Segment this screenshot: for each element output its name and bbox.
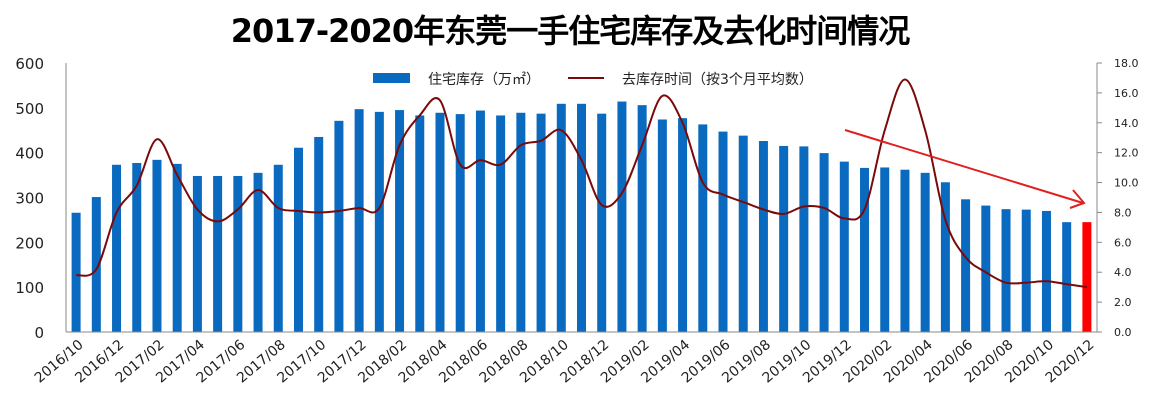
bar-2020/02: [880, 167, 890, 332]
bar-series: [71, 101, 1092, 333]
bar-2020/04: [920, 172, 930, 332]
bar-2019/03: [657, 119, 667, 333]
bar-2016/12: [112, 164, 122, 332]
chart-title: 2017-2020年东莞一手住宅库存及去化时间情况: [230, 12, 910, 50]
bar-2017/04: [192, 175, 202, 332]
bar-2019/05: [698, 124, 708, 333]
y-tick-right: 8.0: [1114, 206, 1132, 219]
bar-2016/11: [91, 197, 101, 332]
bar-2017/02: [152, 159, 162, 332]
y-tick-right: 10.0: [1114, 177, 1139, 190]
bar-2018/04: [435, 112, 445, 332]
bar-2020/06: [961, 199, 971, 332]
bar-2017/11: [334, 120, 344, 333]
bar-2019/01: [617, 101, 627, 332]
bar-2016/10: [71, 212, 81, 332]
bar-2019/08: [758, 141, 768, 332]
bar-2017/07: [253, 172, 263, 332]
bar-2019/07: [738, 135, 748, 332]
bar-2017/03: [172, 163, 182, 332]
bar-2020/07: [981, 205, 991, 332]
bar-2018/01: [374, 111, 384, 332]
y-tick-right: 12.0: [1114, 147, 1139, 160]
bar-2018/07: [496, 115, 506, 332]
bar-2018/11: [577, 103, 586, 332]
y-tick-right: 6.0: [1114, 236, 1132, 249]
y-tick-right: 4.0: [1114, 266, 1132, 279]
svg-text:住宅库存（万㎡）: 住宅库存（万㎡）: [428, 72, 540, 88]
bar-2020/12: [1082, 222, 1092, 332]
bar-2018/02: [395, 110, 405, 332]
bar-2019/12: [839, 161, 849, 332]
bar-2020/01: [860, 167, 870, 332]
y-tick-left: 400: [15, 145, 44, 163]
y-tick-left: 600: [15, 55, 44, 73]
bar-2017/09: [293, 147, 303, 332]
bar-2017/08: [273, 164, 283, 332]
trend-arrow: [844, 129, 1086, 209]
y-tick-left: 200: [15, 234, 44, 252]
bar-2018/06: [475, 110, 485, 332]
y-tick-left: 0: [34, 324, 44, 342]
bar-2020/05: [940, 182, 950, 332]
bar-2020/03: [900, 169, 910, 332]
bar-2019/09: [779, 145, 789, 332]
line-path: [75, 78, 1088, 289]
bar-2019/11: [819, 153, 829, 332]
bar-2020/08: [1001, 209, 1011, 332]
bar-2020/09: [1021, 209, 1031, 332]
svg-text:去库存时间（按3个月平均数）: 去库存时间（按3个月平均数）: [622, 72, 813, 88]
legend: 住宅库存（万㎡） 去库存时间（按3个月平均数）: [373, 72, 813, 88]
bar-2017/06: [233, 175, 243, 332]
bar-2019/06: [718, 131, 728, 332]
bar-2018/03: [415, 115, 425, 332]
y-tick-right: 18.0: [1114, 57, 1139, 70]
bar-2017/01: [132, 162, 142, 332]
bar-2019/04: [678, 118, 688, 333]
y-tick-right: 16.0: [1114, 87, 1139, 100]
bar-2020/11: [1062, 222, 1072, 332]
bar-2019/10: [799, 146, 809, 332]
bar-2020/10: [1041, 210, 1051, 332]
y-tick-right: 14.0: [1114, 117, 1139, 130]
bar-2018/12: [597, 113, 607, 332]
bar-2018/08: [516, 112, 526, 332]
bar-2018/05: [455, 114, 465, 332]
bar-2018/09: [536, 113, 546, 332]
bar-2017/05: [213, 175, 223, 332]
y-tick-left: 300: [15, 190, 44, 208]
bar-2018/10: [556, 103, 566, 332]
y-tick-right: 2.0: [1114, 296, 1132, 309]
bar-2017/10: [314, 136, 324, 332]
bar-2019/02: [637, 105, 647, 332]
y-tick-right: 0.0: [1114, 326, 1132, 339]
y-tick-left: 500: [15, 100, 44, 118]
bar-2017/12: [354, 109, 364, 332]
y-tick-left: 100: [15, 279, 44, 297]
line-series: [75, 78, 1088, 289]
